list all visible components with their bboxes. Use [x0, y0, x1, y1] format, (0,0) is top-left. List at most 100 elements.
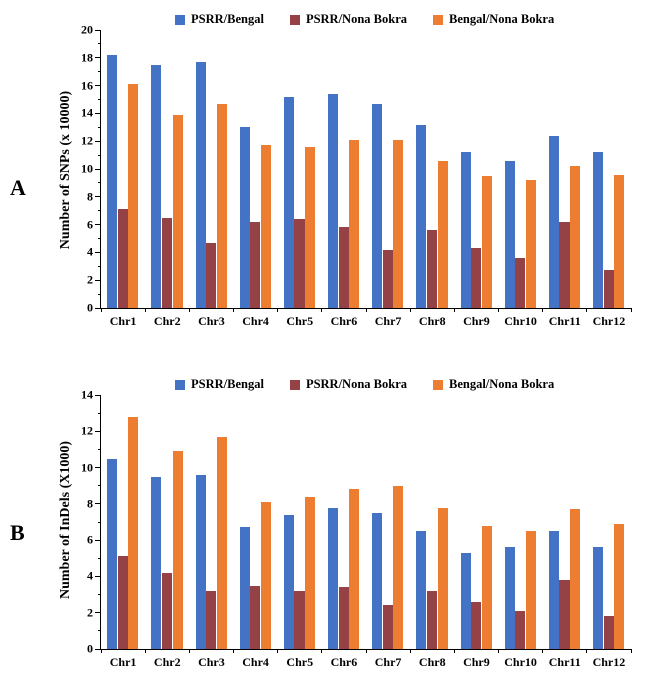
bar: [261, 145, 271, 308]
x-tick: [366, 649, 367, 653]
bar: [250, 586, 260, 650]
panel-label-a: A: [10, 175, 26, 201]
x-tick: [631, 649, 632, 653]
legend-item: Bengal/Nona Bokra: [433, 377, 554, 392]
bar: [173, 451, 183, 649]
bar: [162, 218, 172, 308]
x-tick-label: Chr9: [463, 655, 490, 670]
x-tick-label: Chr6: [331, 314, 358, 329]
bar: [118, 209, 128, 308]
x-tick-label: Chr10: [504, 655, 537, 670]
x-tick: [454, 308, 455, 312]
legend-label: Bengal/Nona Bokra: [449, 377, 554, 392]
bar: [294, 591, 304, 649]
x-tick-label: Chr11: [549, 655, 581, 670]
y-minor-tick: [98, 210, 101, 211]
bar: [217, 104, 227, 308]
bar: [505, 161, 515, 308]
bar: [284, 515, 294, 649]
y-minor-tick: [98, 594, 101, 595]
y-minor-tick: [98, 182, 101, 183]
chart-snps: 02468101214161820Chr1Chr2Chr3Chr4Chr5Chr…: [100, 30, 631, 309]
legend-item: PSRR/Bengal: [175, 12, 264, 27]
bar: [250, 222, 260, 308]
bar: [107, 55, 117, 308]
x-tick-label: Chr12: [593, 655, 626, 670]
bar: [305, 147, 315, 308]
bar: [173, 115, 183, 308]
x-tick: [410, 308, 411, 312]
bar: [614, 175, 624, 308]
bar: [206, 591, 216, 649]
bar: [128, 84, 138, 308]
bar: [294, 219, 304, 308]
x-tick: [321, 649, 322, 653]
y-tick-label: 18: [69, 50, 101, 65]
y-tick-label: 2: [69, 273, 101, 288]
x-tick-label: Chr10: [504, 314, 537, 329]
y-tick-label: 0: [69, 642, 101, 657]
x-tick: [189, 308, 190, 312]
x-tick: [410, 649, 411, 653]
y-axis-title-a: Number of SNPs (x 10000): [58, 91, 74, 249]
panel-label-b: B: [10, 520, 25, 546]
bar: [339, 227, 349, 308]
y-tick-label: 12: [69, 424, 101, 439]
bar: [559, 222, 569, 308]
x-tick: [277, 308, 278, 312]
legend-swatch: [290, 380, 300, 390]
x-tick-label: Chr8: [419, 655, 446, 670]
legend-item: PSRR/Nona Bokra: [290, 377, 407, 392]
bar: [482, 526, 492, 649]
bar: [107, 459, 117, 650]
legend-b: PSRR/Bengal PSRR/Nona Bokra Bengal/Nona …: [175, 377, 554, 392]
legend-swatch: [175, 380, 185, 390]
x-tick: [542, 649, 543, 653]
bar: [515, 258, 525, 308]
x-tick: [277, 649, 278, 653]
bar: [416, 125, 426, 308]
bar: [471, 602, 481, 649]
bar: [471, 248, 481, 308]
legend-label: PSRR/Bengal: [191, 12, 264, 27]
bar: [515, 611, 525, 649]
legend-label: PSRR/Nona Bokra: [306, 377, 407, 392]
y-minor-tick: [98, 449, 101, 450]
x-tick: [101, 649, 102, 653]
x-tick: [498, 308, 499, 312]
bar: [604, 270, 614, 308]
x-tick-label: Chr8: [419, 314, 446, 329]
y-minor-tick: [98, 630, 101, 631]
x-tick-label: Chr7: [375, 314, 402, 329]
y-tick-label: 20: [69, 23, 101, 38]
bar: [349, 489, 359, 649]
x-tick: [631, 308, 632, 312]
bar: [151, 65, 161, 308]
bar: [570, 166, 580, 308]
y-minor-tick: [98, 558, 101, 559]
legend-label: PSRR/Bengal: [191, 377, 264, 392]
bar: [206, 243, 216, 308]
bar: [438, 161, 448, 308]
x-tick-label: Chr3: [198, 655, 225, 670]
y-minor-tick: [98, 522, 101, 523]
x-tick: [145, 649, 146, 653]
x-tick: [542, 308, 543, 312]
y-tick-label: 0: [69, 301, 101, 316]
chart-indels: 02468101214Chr1Chr2Chr3Chr4Chr5Chr6Chr7C…: [100, 395, 631, 650]
bar: [162, 573, 172, 649]
legend-label: Bengal/Nona Bokra: [449, 12, 554, 27]
bar: [393, 140, 403, 308]
bar: [427, 591, 437, 649]
y-minor-tick: [98, 294, 101, 295]
bar: [196, 62, 206, 308]
x-tick: [454, 649, 455, 653]
x-tick-label: Chr1: [110, 314, 137, 329]
bar: [118, 556, 128, 649]
legend-a: PSRR/Bengal PSRR/Nona Bokra Bengal/Nona …: [175, 12, 554, 27]
y-minor-tick: [98, 485, 101, 486]
x-tick-label: Chr5: [286, 655, 313, 670]
bar: [383, 605, 393, 649]
bar: [349, 140, 359, 308]
bar: [240, 527, 250, 649]
